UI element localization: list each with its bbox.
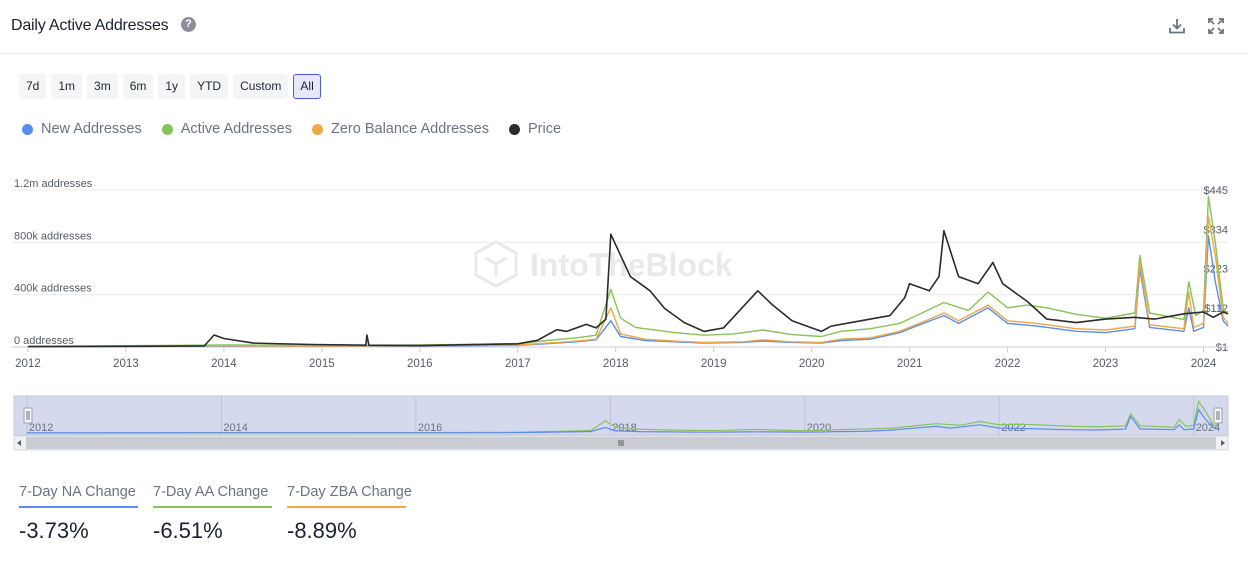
x-axis-tick-label: 2024 bbox=[1191, 358, 1217, 370]
grip-icon[interactable] bbox=[618, 440, 624, 446]
legend-item-active-addresses[interactable]: Active Addresses bbox=[161, 121, 292, 137]
navigator-tick-label: 2014 bbox=[223, 422, 247, 434]
x-axis-tick-label: 2021 bbox=[897, 358, 923, 370]
chart-area[interactable]: IntoTheBlock 0 addresses 400k addresses 80… bbox=[0, 170, 1248, 460]
series-line-price[interactable] bbox=[27, 229, 1229, 348]
x-axis-tick-label: 2012 bbox=[15, 358, 41, 370]
navigator-series-active-addresses bbox=[26, 399, 1219, 434]
scroll-right-arrow-icon[interactable] bbox=[1221, 440, 1225, 446]
left-axis-tick-label: 0 addresses bbox=[14, 335, 74, 347]
left-axis-tick-label: 400k addresses bbox=[14, 283, 92, 295]
range-button-3m[interactable]: 3m bbox=[87, 74, 118, 99]
range-button-1y[interactable]: 1y bbox=[158, 74, 186, 99]
legend-item-new-addresses[interactable]: New Addresses bbox=[22, 121, 142, 137]
stat-value: -6.51% bbox=[153, 518, 223, 543]
left-axis-tick-label: 800k addresses bbox=[14, 230, 92, 242]
stat-zba-change: 7-Day ZBA Change -8.89% bbox=[287, 484, 412, 544]
range-button-1m[interactable]: 1m bbox=[51, 74, 83, 99]
legend-item-zero-balance-addresses[interactable]: Zero Balance Addresses bbox=[311, 121, 489, 137]
x-axis-tick-label: 2019 bbox=[701, 358, 727, 370]
left-axis-tick-label: 1.2m addresses bbox=[14, 178, 93, 190]
stat-label: 7-Day AA Change bbox=[153, 484, 272, 508]
x-axis-tick-label: 2015 bbox=[309, 358, 335, 370]
question-circle-icon[interactable]: ? bbox=[181, 17, 196, 32]
watermark-logo: IntoTheBlock bbox=[474, 240, 733, 288]
legend-item-price[interactable]: Price bbox=[508, 121, 562, 137]
stat-label: 7-Day ZBA Change bbox=[287, 484, 412, 508]
series-line-active-addresses[interactable] bbox=[27, 195, 1229, 347]
legend-label: Active Addresses bbox=[180, 121, 292, 137]
legend-label: Zero Balance Addresses bbox=[330, 121, 489, 137]
expand-icon[interactable] bbox=[1207, 17, 1225, 35]
navigator-left-handle[interactable] bbox=[23, 407, 33, 424]
x-axis-tick-label: 2014 bbox=[211, 358, 237, 370]
right-axis-tick-label: $445 bbox=[1204, 185, 1228, 197]
x-axis-tick-label: 2016 bbox=[407, 358, 433, 370]
right-axis-tick-label: $1 bbox=[1216, 342, 1228, 354]
x-axis-tick-label: 2023 bbox=[1093, 358, 1119, 370]
page-title: Daily Active Addresses bbox=[11, 17, 169, 34]
time-range-selector: 7d 1m 3m 6m 1y YTD Custom All bbox=[19, 74, 321, 99]
download-icon[interactable] bbox=[1168, 17, 1186, 35]
chart-legend: New Addresses Active Addresses Zero Bala… bbox=[22, 121, 561, 137]
stat-aa-change: 7-Day AA Change -6.51% bbox=[153, 484, 272, 544]
legend-dot-icon bbox=[22, 123, 33, 135]
range-button-all[interactable]: All bbox=[293, 74, 321, 99]
chart-header: Daily Active Addresses ? bbox=[0, 0, 1248, 54]
navigator-series-new-addresses bbox=[26, 408, 1219, 434]
navigator-tick-label: 2016 bbox=[418, 422, 442, 434]
series-line-zero-balance-addresses[interactable] bbox=[27, 215, 1229, 348]
legend-dot-icon bbox=[508, 123, 520, 135]
x-axis-tick-label: 2013 bbox=[113, 358, 139, 370]
navigator-right-handle[interactable] bbox=[1213, 407, 1223, 424]
range-button-custom[interactable]: Custom bbox=[233, 74, 289, 99]
range-button-ytd[interactable]: YTD bbox=[190, 74, 229, 99]
legend-label: Price bbox=[527, 121, 562, 137]
legend-dot-icon bbox=[161, 123, 173, 135]
x-axis-tick-label: 2022 bbox=[995, 358, 1021, 370]
x-axis-tick-label: 2017 bbox=[505, 358, 531, 370]
stat-value: -3.73% bbox=[19, 518, 89, 543]
x-axis-tick-label: 2020 bbox=[799, 358, 825, 370]
stat-label: 7-Day NA Change bbox=[19, 484, 138, 508]
legend-dot-icon bbox=[311, 123, 323, 135]
x-axis-tick-label: 2018 bbox=[603, 358, 629, 370]
range-button-7d[interactable]: 7d bbox=[19, 74, 47, 99]
scroll-left-arrow-icon[interactable] bbox=[17, 440, 21, 446]
right-axis-tick-label: $223 bbox=[1204, 264, 1228, 276]
navigator-tick-label: 2012 bbox=[29, 422, 53, 434]
legend-label: New Addresses bbox=[41, 121, 142, 137]
stats-row: 7-Day NA Change -3.73% 7-Day AA Change -… bbox=[19, 484, 412, 544]
stat-value: -8.89% bbox=[287, 518, 357, 543]
stat-na-change: 7-Day NA Change -3.73% bbox=[19, 484, 138, 544]
range-button-6m[interactable]: 6m bbox=[122, 74, 154, 99]
